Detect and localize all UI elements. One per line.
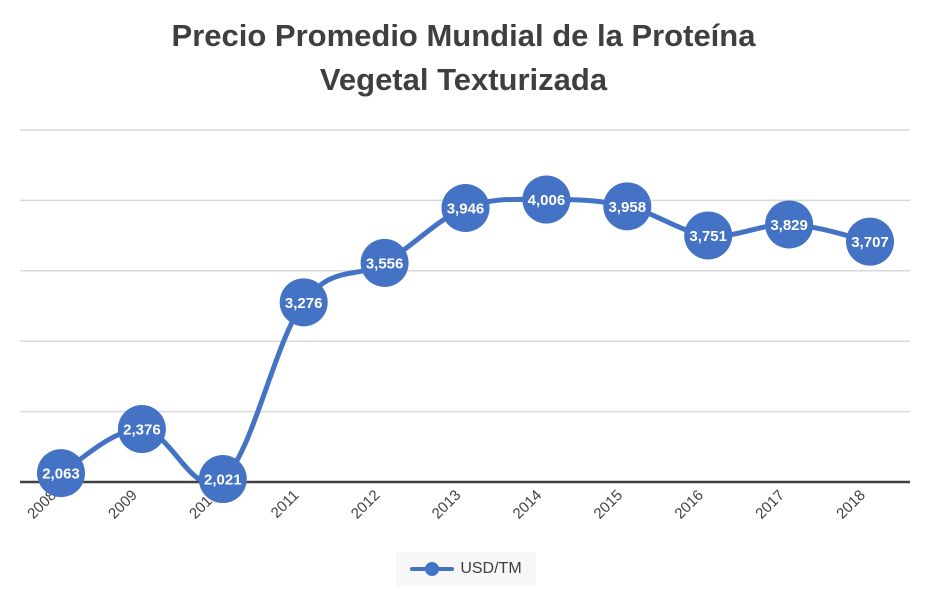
data-point-marker xyxy=(117,405,166,454)
x-tick-label: 2018 xyxy=(833,487,869,523)
x-tick-label: 2017 xyxy=(752,487,788,523)
data-label: 3,751 xyxy=(689,228,727,245)
x-tick-label: 2014 xyxy=(510,487,546,523)
legend: USD/TM xyxy=(396,552,536,586)
data-point-marker xyxy=(765,200,814,249)
data-label: 3,829 xyxy=(770,217,808,234)
x-tick-label: 2012 xyxy=(348,487,384,523)
data-label: 3,707 xyxy=(851,234,889,251)
x-tick-label: 2011 xyxy=(268,487,303,522)
data-label: 3,276 xyxy=(285,295,323,312)
x-tick-label: 2009 xyxy=(105,487,141,523)
chart-title-line-1: Precio Promedio Mundial de la Proteína xyxy=(171,18,756,53)
data-point-marker xyxy=(198,455,247,504)
data-point-marker xyxy=(37,449,85,498)
data-point-marker xyxy=(441,184,490,233)
data-label: 2,063 xyxy=(42,466,80,483)
data-point-marker xyxy=(684,211,733,260)
x-tick-label: 2016 xyxy=(671,487,707,523)
data-point-marker xyxy=(279,278,328,327)
legend-series-marker xyxy=(410,562,455,576)
data-label: 2,376 xyxy=(123,422,161,439)
data-point-marker xyxy=(603,182,652,231)
data-label: 3,946 xyxy=(447,201,485,218)
legend-series-label: USD/TM xyxy=(460,560,522,577)
data-label: 3,556 xyxy=(366,255,404,272)
data-label: 3,958 xyxy=(609,199,647,216)
data-point-marker xyxy=(846,217,894,266)
data-label: 4,006 xyxy=(528,192,566,209)
data-label: 2,021 xyxy=(204,472,242,489)
data-point-marker xyxy=(360,238,409,287)
data-point-marker xyxy=(522,175,571,224)
x-tick-label: 2013 xyxy=(429,487,465,523)
chart-title-line-2: Vegetal Texturizada xyxy=(319,62,608,97)
x-tick-label: 2015 xyxy=(591,487,627,523)
chart-title: Precio Promedio Mundial de la Proteína V… xyxy=(0,14,927,102)
